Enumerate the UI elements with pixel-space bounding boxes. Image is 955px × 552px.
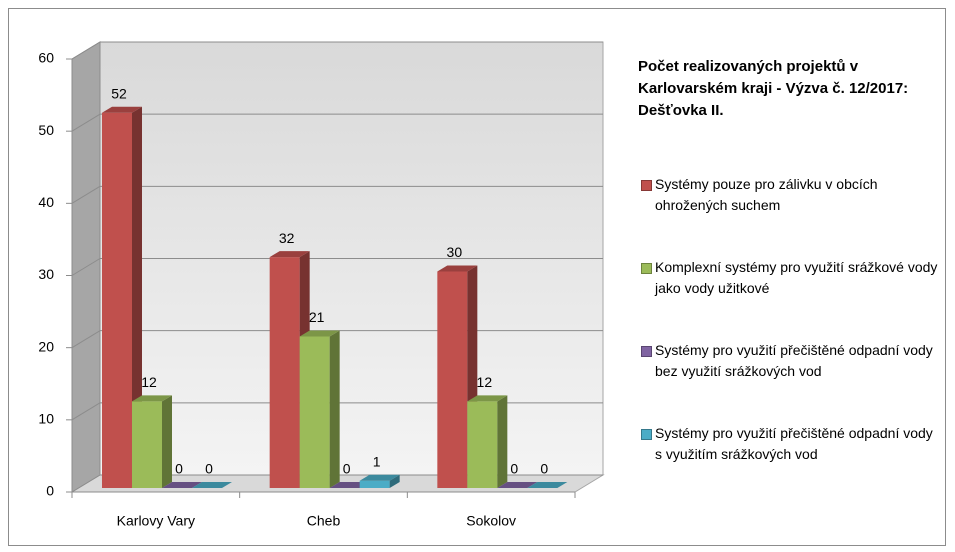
y-tick-label: 0 xyxy=(46,483,54,499)
data-label: 0 xyxy=(510,461,518,477)
bar xyxy=(359,474,400,488)
legend-label: Systémy pro využití přečištěné odpadní v… xyxy=(655,342,933,379)
bar-front xyxy=(269,257,300,488)
bar-front xyxy=(359,480,390,488)
side-grid-line xyxy=(71,330,101,349)
data-label: 0 xyxy=(343,461,351,477)
bar-side xyxy=(329,330,340,488)
data-label: 21 xyxy=(309,309,325,325)
data-label: 0 xyxy=(205,461,213,477)
bar-top xyxy=(467,395,508,402)
legend-swatch xyxy=(641,346,652,357)
legend-swatch xyxy=(641,263,652,274)
bar xyxy=(527,482,568,488)
bar-front xyxy=(299,336,330,488)
y-tick-label: 60 xyxy=(38,50,54,66)
bar xyxy=(467,395,508,488)
bar-top xyxy=(102,106,142,113)
bar xyxy=(299,330,340,488)
legend: Systémy pouze pro zálivku v obcích ohrož… xyxy=(641,174,941,506)
data-label: 1 xyxy=(373,453,381,469)
bar-front xyxy=(467,401,498,488)
bar-top xyxy=(192,482,232,488)
legend-label: Komplexní systémy pro využití srážkové v… xyxy=(655,259,938,296)
bar xyxy=(162,482,202,488)
legend-item: Systémy pro využití přečištěné odpadní v… xyxy=(641,340,941,423)
legend-label: Systémy pouze pro zálivku v obcích ohrož… xyxy=(655,176,878,213)
side-grid-line xyxy=(71,113,101,132)
bar-top xyxy=(497,482,538,488)
bar-top xyxy=(359,474,400,481)
legend-swatch xyxy=(641,429,652,440)
bar xyxy=(102,106,142,488)
bar-front xyxy=(132,401,162,488)
bar-side xyxy=(132,106,142,488)
side-grid-line xyxy=(71,402,101,421)
legend-item: Systémy pouze pro zálivku v obcích ohrož… xyxy=(641,174,941,257)
bar xyxy=(192,482,232,488)
x-tick-label: Cheb xyxy=(307,513,341,529)
data-label: 52 xyxy=(111,85,127,101)
bar-top xyxy=(132,395,172,402)
bar-front xyxy=(437,271,468,488)
bar-front xyxy=(102,112,132,488)
data-label: 0 xyxy=(540,461,548,477)
x-tick-label: Karlovy Vary xyxy=(117,513,195,529)
bar-top xyxy=(299,330,340,337)
legend-item: Komplexní systémy pro využití srážkové v… xyxy=(641,257,941,340)
bar-side xyxy=(389,474,400,488)
data-label: 32 xyxy=(279,230,295,246)
side-grid-line xyxy=(71,41,101,60)
bar xyxy=(132,395,172,488)
bar-top xyxy=(437,265,478,272)
bar xyxy=(497,482,538,488)
bar-side xyxy=(497,395,508,488)
legend-item: Systémy pro využití přečištěné odpadní v… xyxy=(641,423,941,506)
data-label: 12 xyxy=(141,374,157,390)
y-tick-label: 10 xyxy=(38,411,54,427)
y-tick-label: 30 xyxy=(38,266,54,282)
y-tick-label: 40 xyxy=(38,194,54,210)
legend-swatch xyxy=(641,180,652,191)
data-label: 12 xyxy=(477,374,493,390)
bar-top xyxy=(527,482,568,488)
bar-top xyxy=(269,251,310,258)
bar-top xyxy=(162,482,202,488)
chart-title: Počet realizovaných projektů v Karlovars… xyxy=(638,58,909,119)
y-tick-label: 50 xyxy=(38,122,54,138)
x-tick-label: Sokolov xyxy=(466,513,516,529)
y-tick-label: 20 xyxy=(38,338,54,354)
legend-label: Systémy pro využití přečištěné odpadní v… xyxy=(655,425,933,462)
data-label: 30 xyxy=(447,244,463,260)
side-grid-line xyxy=(71,185,101,204)
bar-side xyxy=(162,395,172,488)
data-label: 0 xyxy=(175,461,183,477)
side-grid-line xyxy=(71,258,101,276)
side-grid-line xyxy=(71,474,101,493)
